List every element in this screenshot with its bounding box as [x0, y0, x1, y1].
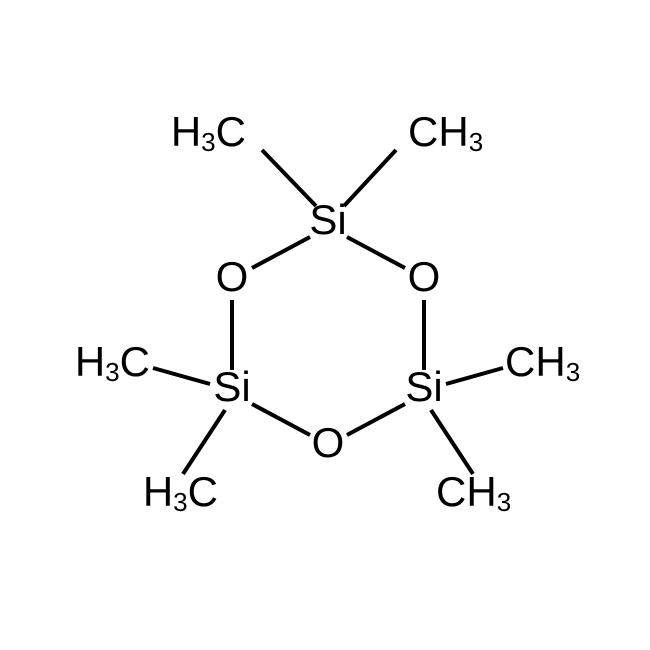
atom-si_bl: Si [213, 363, 250, 410]
atom-si_br: Si [405, 363, 442, 410]
atom-si_top: Si [309, 196, 346, 243]
atom-o_ur: O [408, 253, 441, 300]
molecule-diagram: SiOOSiSiOH3CCH3H3CCH3H3CCH3 [0, 0, 650, 650]
atom-o_b: O [312, 419, 345, 466]
canvas-bg [0, 0, 650, 650]
atom-o_ul: O [216, 253, 249, 300]
